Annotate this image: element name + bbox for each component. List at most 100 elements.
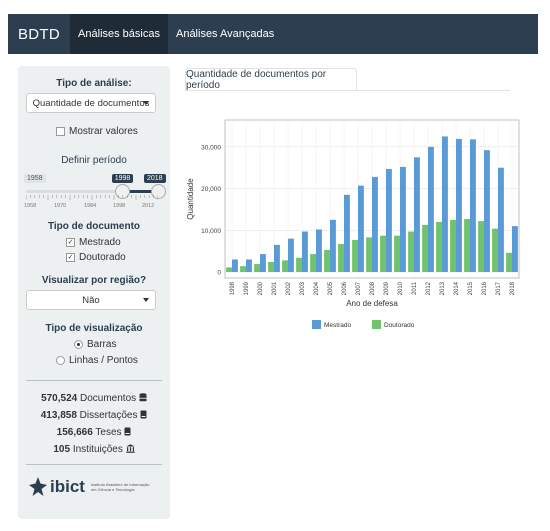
bar-mestrado [400, 166, 406, 272]
x-tick-label: 2008 [370, 281, 376, 295]
stat-label: Dissertações [79, 410, 138, 421]
bar-mestrado [288, 238, 294, 272]
y-tick-label: 10,000 [201, 228, 221, 235]
x-tick-label: 2015 [468, 281, 474, 295]
bar-mestrado [316, 229, 322, 272]
x-tick-label: 2013 [440, 281, 446, 295]
bar-mestrado [498, 167, 504, 272]
bar-doutorado [254, 264, 260, 272]
book-icon [124, 427, 131, 436]
analysis-type-label: Tipo de análise: [56, 78, 132, 89]
slider-ticks [26, 195, 158, 200]
x-tick-label: 1998 [230, 281, 236, 295]
x-tick-label: 1999 [244, 281, 250, 295]
bar-doutorado [338, 244, 344, 272]
x-tick-label: 2016 [482, 281, 488, 295]
bar-doutorado [366, 237, 372, 272]
slider-handle-high[interactable] [151, 184, 166, 199]
region-value: Não [82, 294, 100, 306]
viz-type-label: Tipo de visualização [45, 323, 143, 334]
ibict-star-icon [29, 477, 47, 496]
check-icon[interactable]: ✓ [66, 238, 75, 247]
slider-low-value: 1998 [111, 174, 134, 183]
slider-tick-label: 1970 [54, 203, 67, 209]
viz-option-barras-label: Barras [87, 339, 117, 350]
analysis-type-select[interactable]: Quantidade de documentos [26, 93, 156, 113]
bar-mestrado [344, 194, 350, 272]
book-icon [140, 410, 147, 419]
legend-label: Mestrado [324, 322, 351, 329]
slider-tick-label: 1998 [113, 203, 126, 209]
show-values-checkbox[interactable] [56, 127, 65, 136]
bar-mestrado [358, 185, 364, 272]
x-tick-label: 2003 [300, 281, 306, 295]
brand-logo[interactable]: BDTD [18, 25, 61, 43]
tab-quantidade-periodo[interactable]: Quantidade de documentos por período [185, 68, 357, 91]
doc-type-doutorado-label: Doutorado [79, 252, 126, 263]
bar-mestrado [414, 157, 420, 272]
bar-mestrado [386, 168, 392, 272]
check-icon[interactable]: ✓ [66, 253, 75, 262]
radio-selected-icon[interactable] [74, 340, 83, 349]
show-values-option[interactable]: Mostrar valores [56, 126, 138, 137]
bar-mestrado [484, 150, 490, 272]
stat-instituicoes: 105 Instituições [18, 444, 170, 455]
x-tick-label: 2010 [398, 281, 404, 295]
bar-doutorado [240, 266, 246, 272]
x-tick-label: 2018 [510, 281, 516, 295]
stat-value: 156,666 [56, 427, 93, 438]
x-tick-label: 2001 [272, 281, 278, 295]
database-icon [139, 393, 147, 402]
bar-doutorado [268, 261, 274, 272]
stat-label: Documentos [80, 393, 137, 404]
bar-doutorado [296, 257, 302, 272]
chart-legend: Mestrado Doutorado [312, 320, 415, 329]
bar-doutorado [226, 267, 232, 272]
x-tick-label: 2006 [342, 281, 348, 295]
bar-mestrado [470, 139, 476, 272]
sidebar-divider [26, 464, 162, 465]
x-tick-label: 2017 [496, 281, 502, 295]
bar-mestrado [274, 244, 280, 272]
bar-doutorado [450, 219, 456, 272]
legend-swatch [312, 320, 321, 329]
viz-option-linhas[interactable]: Linhas / Pontos [56, 355, 138, 366]
tab-analises-basicas[interactable]: Análises básicas [70, 14, 168, 54]
y-tick-label: 20,000 [201, 186, 221, 193]
x-tick-label: 2002 [286, 281, 292, 295]
x-tick-label: 2007 [356, 281, 362, 295]
bar-mestrado [302, 231, 308, 272]
doc-type-label: Tipo de documento [47, 221, 141, 232]
legend-label: Doutorado [384, 322, 415, 329]
stat-dissertacoes: 413,858 Dissertações [18, 410, 170, 421]
period-slider[interactable] [26, 184, 166, 199]
period-label: Definir período [61, 155, 127, 166]
stat-documentos: 570,524 Documentos [18, 393, 170, 404]
tab-underline [185, 90, 510, 91]
region-select[interactable]: Não [26, 290, 156, 310]
tab-analises-avancadas[interactable]: Análises Avançadas [175, 28, 275, 40]
x-tick-label: 2004 [314, 281, 320, 295]
doc-type-mestrado-label: Mestrado [79, 237, 121, 248]
bar-mestrado [442, 136, 448, 272]
stat-label: Teses [95, 427, 122, 438]
viz-option-barras[interactable]: Barras [74, 339, 116, 350]
bar-doutorado [282, 260, 288, 272]
ibict-logo-text: ibict [50, 477, 85, 496]
bar-mestrado [330, 219, 336, 272]
show-values-label: Mostrar valores [69, 126, 138, 137]
doc-type-mestrado[interactable]: ✓ Mestrado [66, 237, 121, 248]
bar-doutorado [436, 221, 442, 272]
bar-mestrado [456, 138, 462, 272]
slider-tick-label: 1958 [24, 203, 37, 209]
slider-high-value: 2018 [144, 174, 166, 183]
doc-type-doutorado[interactable]: ✓ Doutorado [66, 252, 126, 263]
x-tick-label: 2012 [426, 281, 432, 295]
radio-icon[interactable] [56, 356, 65, 365]
slider-min-label: 1958 [24, 174, 46, 183]
sidebar-divider [26, 380, 162, 381]
sidebar-panel: Tipo de análise: Quantidade de documento… [18, 66, 170, 519]
x-axis-label: Ano de defesa [346, 299, 398, 308]
viz-option-linhas-label: Linhas / Pontos [69, 355, 138, 366]
bar-doutorado [464, 219, 470, 272]
